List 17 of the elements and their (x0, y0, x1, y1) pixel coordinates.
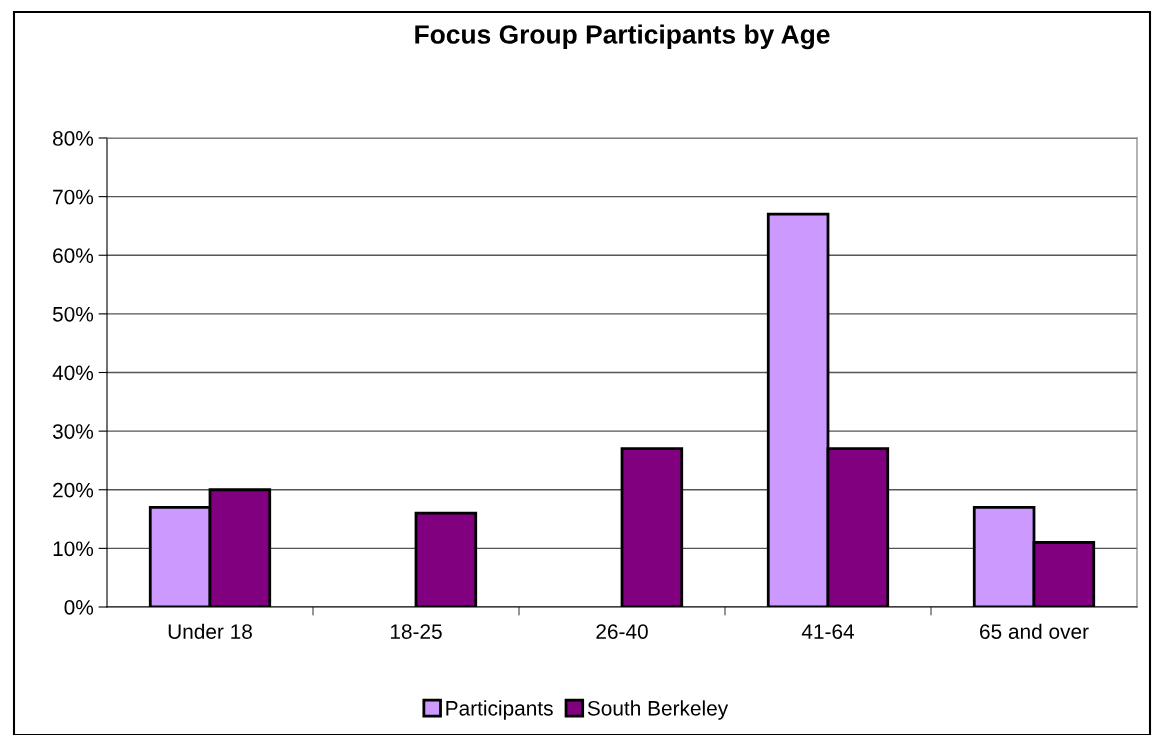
y-tick-label: 30% (52, 424, 94, 439)
x-tick-label: 26-40 (596, 624, 648, 639)
y-tick-label: 10% (53, 541, 94, 557)
y-tick-label: 40% (52, 365, 94, 381)
y-tick-label: 0% (64, 600, 94, 615)
x-tick-label: 18-25 (390, 624, 442, 639)
y-tick-label: 80% (53, 131, 94, 146)
legend-label: Participants (446, 700, 553, 720)
legend-label: South Berkeley (587, 700, 729, 720)
x-tick-label: 41-64 (801, 624, 855, 639)
y-tick-label: 60% (53, 248, 94, 263)
x-tick-label: Under 18 (168, 623, 252, 639)
y-tick-label: 50% (52, 306, 94, 322)
chart-title: Focus Group Participants by Age (415, 24, 830, 50)
x-tick-label: 65 and over (980, 623, 1089, 639)
y-tick-label: 20% (53, 482, 94, 498)
y-tick-label: 70% (53, 189, 94, 205)
